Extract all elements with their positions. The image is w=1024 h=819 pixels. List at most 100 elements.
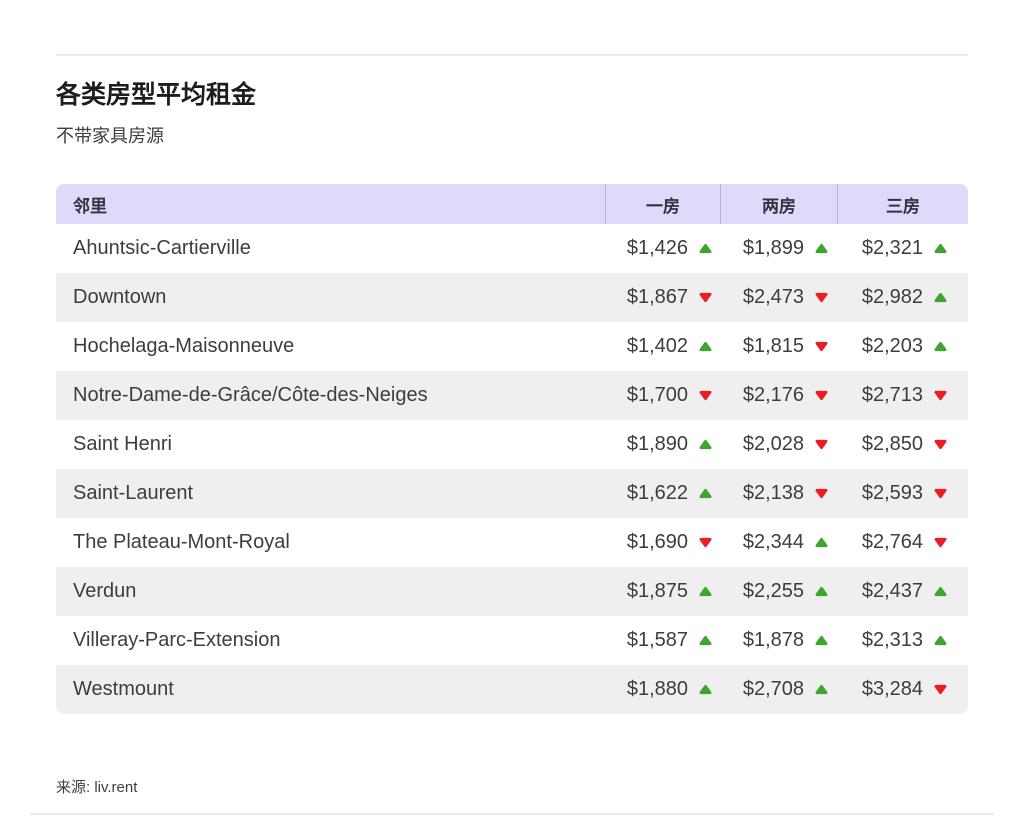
neighbourhood-name: The Plateau-Mont-Royal [73,531,290,554]
table-header-row: 邻里 一房 两房 三房 [56,184,968,225]
trend-up-icon [815,684,828,695]
rent-value: $1,890 [626,433,688,456]
table-row: The Plateau-Mont-Royal $1,690 $2,344 $2,… [56,518,968,568]
trend-down-icon [815,341,828,352]
neighbourhood-name: Westmount [73,678,174,701]
trend-down-icon [934,390,947,401]
rent-value: $2,028 [742,433,804,456]
rent-value: $2,344 [742,531,804,554]
rent-cell-three-bedroom: $2,437 [837,580,968,603]
rent-cell-one-bedroom: $1,426 [605,237,720,260]
rent-cell-three-bedroom: $2,764 [837,531,968,554]
trend-down-icon [934,488,947,499]
table-row: Notre-Dame-de-Grâce/Côte-des-Neiges $1,7… [56,371,968,421]
rent-value: $1,878 [742,629,804,652]
rent-value: $2,255 [742,580,804,603]
rent-value: $2,764 [861,531,923,554]
rent-cell-one-bedroom: $1,402 [605,335,720,358]
rent-cell-one-bedroom: $1,587 [605,629,720,652]
rent-cell-two-bedroom: $1,878 [720,629,837,652]
trend-up-icon [699,243,712,254]
rent-cell-two-bedroom: $1,815 [720,335,837,358]
table-row: Saint Henri $1,890 $2,028 $2,850 [56,420,968,470]
trend-down-icon [815,390,828,401]
trend-up-icon [934,292,947,303]
rent-cell-one-bedroom: $1,867 [605,286,720,309]
rent-cell-one-bedroom: $1,690 [605,531,720,554]
trend-down-icon [815,488,828,499]
trend-down-icon [815,439,828,450]
rent-value: $1,402 [626,335,688,358]
rent-table: 邻里 一房 两房 三房 Ahuntsic-Cartierville $1,426… [56,184,968,715]
trend-up-icon [699,341,712,352]
table-row: Downtown $1,867 $2,473 $2,982 [56,273,968,323]
trend-up-icon [699,684,712,695]
trend-up-icon [815,586,828,597]
rent-cell-two-bedroom: $1,899 [720,237,837,260]
trend-up-icon [699,439,712,450]
rent-cell-two-bedroom: $2,255 [720,580,837,603]
rent-cell-one-bedroom: $1,880 [605,678,720,701]
trend-up-icon [815,635,828,646]
trend-up-icon [934,635,947,646]
table-row: Hochelaga-Maisonneuve $1,402 $1,815 $2,2… [56,322,968,372]
rent-value: $1,587 [626,629,688,652]
rent-value: $2,437 [861,580,923,603]
trend-down-icon [934,684,947,695]
neighbourhood-name: Saint-Laurent [73,482,194,505]
bottom-divider [30,813,994,816]
table-row: Westmount $1,880 $2,708 $3,284 [56,665,968,715]
rent-cell-three-bedroom: $2,593 [837,482,968,505]
trend-up-icon [699,488,712,499]
rent-value: $2,138 [742,482,804,505]
chart-title: 各类房型平均租金 [56,81,257,109]
rent-value: $1,875 [626,580,688,603]
rent-cell-three-bedroom: $2,321 [837,237,968,260]
rent-cell-one-bedroom: $1,890 [605,433,720,456]
col-header-two-bedroom: 两房 [720,184,837,225]
page: 各类房型平均租金 不带家具房源 邻里 一房 两房 三房 Ahuntsic-Car… [0,54,1024,816]
col-header-neighbourhood: 邻里 [73,196,107,216]
rent-value: $2,713 [861,384,923,407]
trend-up-icon [815,537,828,548]
rent-cell-three-bedroom: $2,313 [837,629,968,652]
rent-cell-two-bedroom: $2,176 [720,384,837,407]
trend-up-icon [699,635,712,646]
rent-cell-two-bedroom: $2,708 [720,678,837,701]
rent-value: $1,815 [742,335,804,358]
rent-cell-one-bedroom: $1,875 [605,580,720,603]
trend-down-icon [934,537,947,548]
col-header-one-bedroom: 一房 [605,184,720,225]
rent-value: $1,700 [626,384,688,407]
col-header-three-bedroom: 三房 [837,184,968,225]
rent-value: $2,593 [861,482,923,505]
neighbourhood-name: Hochelaga-Maisonneuve [73,335,295,358]
source-label: 来源: liv.rent [56,779,138,797]
table-row: Ahuntsic-Cartierville $1,426 $1,899 $2,3… [56,224,968,274]
trend-down-icon [699,390,712,401]
rent-value: $2,176 [742,384,804,407]
neighbourhood-name: Saint Henri [73,433,172,456]
table-row: Saint-Laurent $1,622 $2,138 $2,593 [56,469,968,519]
trend-down-icon [699,537,712,548]
rent-value: $1,867 [626,286,688,309]
neighbourhood-name: Ahuntsic-Cartierville [73,237,251,260]
table-row: Villeray-Parc-Extension $1,587 $1,878 $2… [56,616,968,666]
rent-value: $2,203 [861,335,923,358]
neighbourhood-name: Notre-Dame-de-Grâce/Côte-des-Neiges [73,384,428,407]
rent-value: $2,473 [742,286,804,309]
rent-value: $2,708 [742,678,804,701]
chart-subtitle: 不带家具房源 [56,126,164,147]
table-row: Verdun $1,875 $2,255 $2,437 [56,567,968,617]
rent-cell-three-bedroom: $2,982 [837,286,968,309]
rent-cell-two-bedroom: $2,028 [720,433,837,456]
rent-cell-two-bedroom: $2,138 [720,482,837,505]
rent-cell-two-bedroom: $2,473 [720,286,837,309]
trend-down-icon [815,292,828,303]
rent-value: $2,850 [861,433,923,456]
rent-cell-three-bedroom: $2,713 [837,384,968,407]
trend-up-icon [815,243,828,254]
rent-value: $2,982 [861,286,923,309]
neighbourhood-name: Downtown [73,286,167,309]
rent-value: $1,880 [626,678,688,701]
